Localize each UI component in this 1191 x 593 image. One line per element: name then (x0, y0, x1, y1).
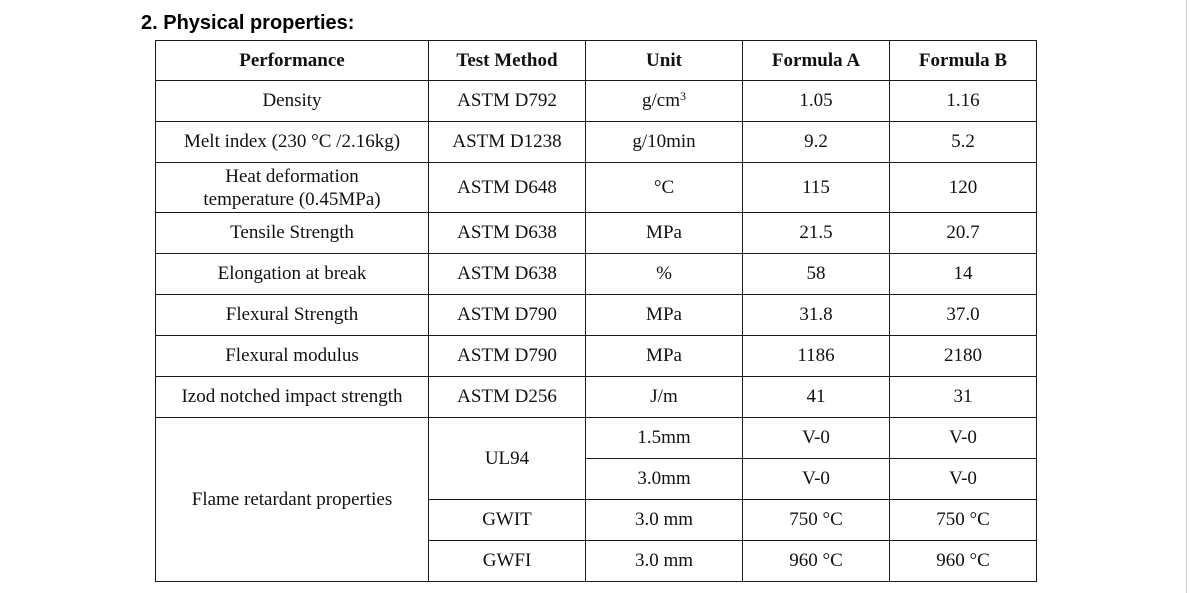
cell-unit: MPa (585, 335, 743, 377)
table-row: Elongation at break ASTM D638 % 58 14 (155, 253, 1037, 295)
cell-property: Melt index (230 °C /2.16kg) (155, 121, 429, 163)
section-title: 2. Physical properties: (141, 12, 355, 34)
cell-method-gwit: GWIT (428, 499, 586, 541)
cell-formula-b: 1.16 (889, 80, 1037, 122)
table-row: Flexural Strength ASTM D790 MPa 31.8 37.… (155, 294, 1037, 336)
cell-formula-a: 1.05 (742, 80, 890, 122)
table-row: GWIT 3.0 mm 750 °C 750 °C (156, 499, 1037, 541)
page-edge-divider (1186, 0, 1187, 593)
property-line-1: Heat deformation (225, 165, 359, 187)
cell-method: ASTM D648 (428, 162, 586, 213)
table-row: Density ASTM D792 g/cm3 1.05 1.16 (155, 80, 1037, 122)
physical-properties-table: Performance Test Method Unit Formula A F… (155, 40, 1037, 582)
cell-method: ASTM D256 (428, 376, 586, 418)
cell-formula-b: 20.7 (889, 212, 1037, 254)
cell-formula-a: V-0 (742, 458, 890, 500)
cell-property: Flexural Strength (155, 294, 429, 336)
cell-formula-a: 31.8 (742, 294, 890, 336)
cell-unit: % (585, 253, 743, 295)
cell-property: Tensile Strength (155, 212, 429, 254)
cell-unit: MPa (585, 212, 743, 254)
cell-unit: 3.0 mm (585, 540, 743, 582)
cell-unit: 3.0 mm (585, 499, 743, 541)
cell-method: ASTM D790 (428, 335, 586, 377)
unit-text: g/cm (642, 90, 680, 111)
cell-unit: MPa (585, 294, 743, 336)
table-row: Flexural modulus ASTM D790 MPa 1186 2180 (155, 335, 1037, 377)
cell-formula-a: 9.2 (742, 121, 890, 163)
header-test-method: Test Method (428, 40, 586, 81)
table-row: Heat deformation temperature (0.45MPa) A… (155, 162, 1037, 213)
cell-method: ASTM D790 (428, 294, 586, 336)
cell-formula-a: 960 °C (742, 540, 890, 582)
cell-method: ASTM D638 (428, 253, 586, 295)
cell-method: ASTM D1238 (428, 121, 586, 163)
cell-property: Izod notched impact strength (155, 376, 429, 418)
cell-unit: 1.5mm (585, 417, 743, 459)
cell-formula-b: V-0 (889, 417, 1037, 459)
header-formula-b: Formula B (889, 40, 1037, 81)
cell-formula-a: 58 (742, 253, 890, 295)
table-header-row: Performance Test Method Unit Formula A F… (155, 40, 1037, 81)
table-row: Izod notched impact strength ASTM D256 J… (155, 376, 1037, 418)
cell-unit: °C (585, 162, 743, 213)
cell-formula-b: 37.0 (889, 294, 1037, 336)
cell-method: ASTM D792 (428, 80, 586, 122)
table-row: Melt index (230 °C /2.16kg) ASTM D1238 g… (155, 121, 1037, 163)
header-unit: Unit (585, 40, 743, 81)
cell-formula-b: 14 (889, 253, 1037, 295)
cell-formula-b: 120 (889, 162, 1037, 213)
cell-unit: J/m (585, 376, 743, 418)
table-row: Flame retardant properties UL94 1.5mm V-… (155, 417, 1037, 582)
cell-formula-a: V-0 (742, 417, 890, 459)
table-row: GWFI 3.0 mm 960 °C 960 °C (156, 540, 1037, 582)
unit-superscript: 3 (680, 89, 686, 103)
cell-formula-b: 750 °C (889, 499, 1037, 541)
cell-method-gwfi: GWFI (428, 540, 586, 582)
cell-unit: 3.0mm (585, 458, 743, 500)
cell-formula-b: 5.2 (889, 121, 1037, 163)
header-performance: Performance (155, 40, 429, 81)
cell-flame-retardant-property: Flame retardant properties (155, 417, 429, 582)
cell-property: Elongation at break (155, 253, 429, 295)
cell-property: Heat deformation temperature (0.45MPa) (155, 162, 429, 213)
cell-formula-a: 115 (742, 162, 890, 213)
cell-property: Flexural modulus (155, 335, 429, 377)
cell-formula-a: 21.5 (742, 212, 890, 254)
header-formula-a: Formula A (742, 40, 890, 81)
cell-formula-b: 960 °C (889, 540, 1037, 582)
cell-method-ul94: UL94 (428, 417, 586, 500)
cell-formula-b: V-0 (889, 458, 1037, 500)
table-row: 3.0mm V-0 V-0 (156, 458, 1037, 500)
cell-formula-a: 1186 (742, 335, 890, 377)
cell-unit: g/cm3 (585, 80, 743, 122)
cell-formula-b: 2180 (889, 335, 1037, 377)
cell-property: Density (155, 80, 429, 122)
cell-unit: g/10min (585, 121, 743, 163)
cell-formula-b: 31 (889, 376, 1037, 418)
cell-formula-a: 750 °C (742, 499, 890, 541)
cell-formula-a: 41 (742, 376, 890, 418)
table-row: Tensile Strength ASTM D638 MPa 21.5 20.7 (155, 212, 1037, 254)
cell-method: ASTM D638 (428, 212, 586, 254)
property-line-2: temperature (0.45MPa) (203, 188, 381, 210)
